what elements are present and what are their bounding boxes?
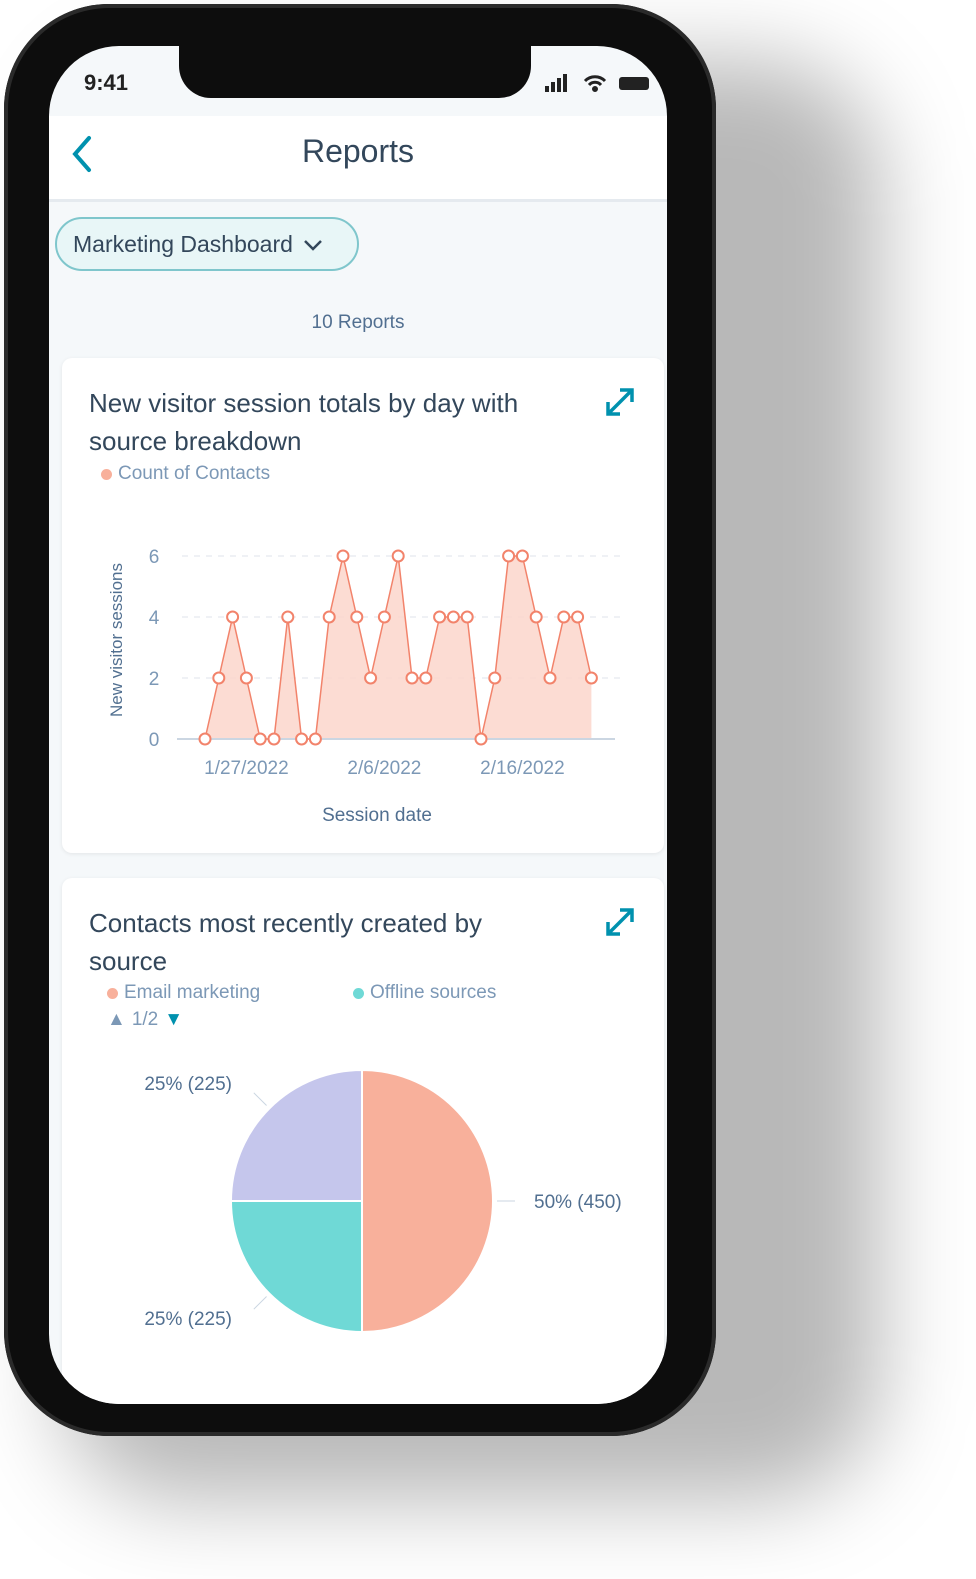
legend-dot [107, 987, 118, 999]
pie-label: 50% (450) [534, 1192, 622, 1213]
x-axis-title: Session date [322, 805, 432, 826]
expand-icon[interactable] [602, 384, 638, 420]
data-point [584, 671, 598, 685]
data-point [212, 671, 226, 685]
data-point [239, 671, 253, 685]
x-tick-label: 2/16/2022 [480, 758, 565, 779]
legend-label: Email marketing [124, 982, 261, 1003]
legend-label: Count of Contacts [118, 463, 271, 484]
data-point [433, 610, 447, 624]
data-point [529, 610, 543, 624]
expand-icon[interactable] [602, 904, 638, 940]
pie-chart: 50% (450) 25% (225) 25% (225) [144, 1068, 622, 1334]
y-tick-label: 6 [149, 547, 160, 568]
data-point [322, 610, 336, 624]
signal-icon [545, 74, 567, 92]
wifi-icon [583, 75, 607, 92]
y-tick-label: 2 [149, 669, 160, 690]
data-point [557, 610, 571, 624]
card-title: New visitor session totals by day with s… [89, 388, 519, 456]
report-card-contacts: Contacts most recently created by source… [62, 878, 664, 1404]
header: Reports [49, 116, 667, 202]
data-point [226, 610, 240, 624]
report-card-sessions: New visitor session totals by day with s… [62, 358, 664, 853]
chart-legend: Count of Contacts [101, 463, 270, 485]
area-fill [205, 556, 592, 739]
dashboard-selector-label: Marketing Dashboard [73, 231, 293, 257]
data-point [281, 610, 295, 624]
pie-label: 25% (225) [144, 1309, 232, 1330]
data-point [419, 671, 433, 685]
legend-item-email[interactable]: Email marketing [107, 982, 260, 1004]
y-tick-label: 4 [149, 608, 160, 629]
data-point [336, 549, 350, 563]
legend-prev-icon[interactable]: ▲ [107, 1009, 126, 1030]
data-point [405, 671, 419, 685]
report-count: 10 Reports [311, 312, 405, 333]
data-point [198, 732, 212, 746]
pie-leader-line [253, 1296, 267, 1310]
notch [179, 46, 531, 98]
pie-slice [361, 1068, 494, 1334]
data-point [515, 549, 529, 563]
data-point [474, 732, 488, 746]
battery-icon [619, 77, 649, 90]
data-point [502, 549, 516, 563]
data-point [446, 610, 460, 624]
legend-pager: ▲ 1/2 ▼ [107, 1009, 183, 1031]
y-axis-title: New visitor sessions [107, 563, 126, 717]
back-chevron-icon[interactable] [67, 134, 97, 174]
phone-frame: 9:41 Reports Marketing Dashboard 10 Repo… [4, 4, 716, 1436]
data-point [253, 732, 267, 746]
data-point [543, 671, 557, 685]
status-time: 9:41 [84, 70, 129, 95]
x-tick-label: 1/27/2022 [204, 758, 289, 779]
pie-slice [229, 1200, 363, 1334]
legend-dot [353, 987, 364, 999]
y-tick-label: 0 [149, 730, 160, 751]
phone-screen: 9:41 Reports Marketing Dashboard 10 Repo… [49, 46, 667, 1404]
pie-leader-line [253, 1092, 267, 1106]
data-point [295, 732, 309, 746]
legend-item-offline[interactable]: Offline sources [353, 982, 496, 1004]
data-point [308, 732, 322, 746]
data-point [267, 732, 281, 746]
status-icons [545, 74, 649, 92]
pie-slice [229, 1068, 363, 1202]
chevron-down-icon [304, 240, 323, 251]
dashboard-selector[interactable]: Marketing Dashboard [55, 217, 359, 271]
data-point [571, 610, 585, 624]
card-title: Contacts most recently created by source [89, 908, 483, 976]
data-point [364, 671, 378, 685]
data-point [350, 610, 364, 624]
line-chart: 0 2 4 6 1/27/2022 2/6/2022 2/16/2022 Session da… [107, 547, 622, 826]
legend-label: Offline sources [370, 982, 497, 1003]
legend-page: 1/2 [131, 1009, 159, 1030]
data-point [377, 610, 391, 624]
legend-next-icon[interactable]: ▼ [164, 1009, 184, 1030]
page-title: Reports [301, 133, 415, 169]
legend-dot [101, 468, 112, 480]
pie-label: 25% (225) [144, 1074, 232, 1095]
data-point [488, 671, 502, 685]
data-point [391, 549, 405, 563]
x-tick-label: 2/6/2022 [347, 758, 421, 779]
data-point [460, 610, 474, 624]
